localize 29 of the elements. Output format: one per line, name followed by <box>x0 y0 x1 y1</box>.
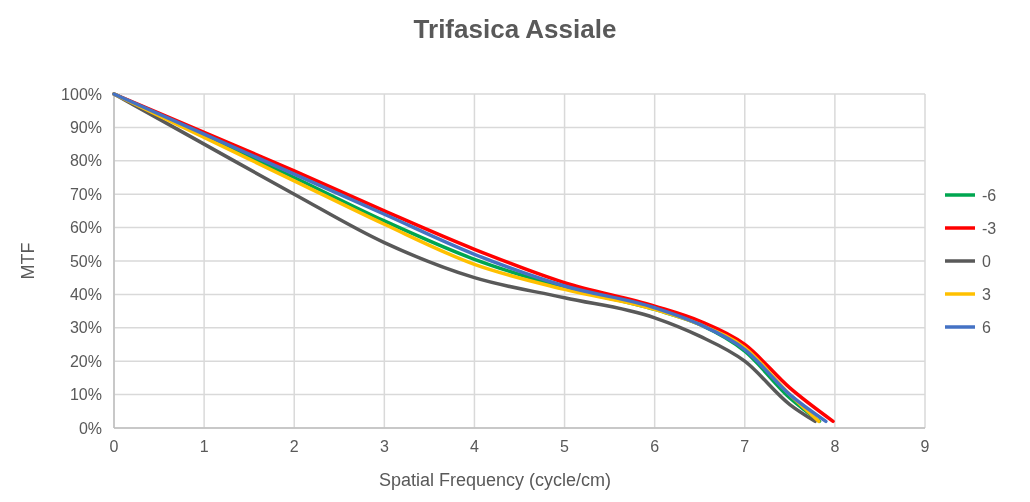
legend-label: 6 <box>982 318 991 336</box>
x-tick-label: 3 <box>379 438 389 455</box>
x-tick-label: 0 <box>109 438 119 455</box>
y-tick-label: 60% <box>69 219 102 237</box>
legend-label: -6 <box>982 186 997 204</box>
y-axis-title: MTF <box>18 242 38 280</box>
x-tick-label: 9 <box>920 438 930 455</box>
y-tick-label: 50% <box>69 252 102 270</box>
legend-label: 3 <box>982 285 991 303</box>
x-tick-label: 2 <box>289 438 299 455</box>
y-tick-label: 20% <box>69 352 102 370</box>
y-tick-label: 100% <box>61 85 102 103</box>
x-tick-label: 5 <box>560 438 570 455</box>
x-tick-label: 8 <box>830 438 840 455</box>
x-tick-label: 1 <box>199 438 209 455</box>
y-tick-label: 90% <box>69 119 102 136</box>
legend-label: -3 <box>982 219 997 237</box>
x-axis-title: Spatial Frequency (cycle/cm) <box>378 470 612 490</box>
x-tick-label: 4 <box>469 438 479 455</box>
y-tick-label: 30% <box>69 319 102 337</box>
y-tick-label: 40% <box>69 286 102 303</box>
x-tick-label: 6 <box>650 438 660 455</box>
y-tick-label: 10% <box>69 386 102 404</box>
legend-label: 0 <box>982 252 991 270</box>
x-tick-label: 7 <box>740 438 750 455</box>
y-tick-label: 0% <box>78 419 102 437</box>
chart-title: Trifasica Assiale <box>413 14 617 44</box>
y-tick-label: 70% <box>69 185 102 203</box>
y-tick-label: 80% <box>69 152 102 170</box>
